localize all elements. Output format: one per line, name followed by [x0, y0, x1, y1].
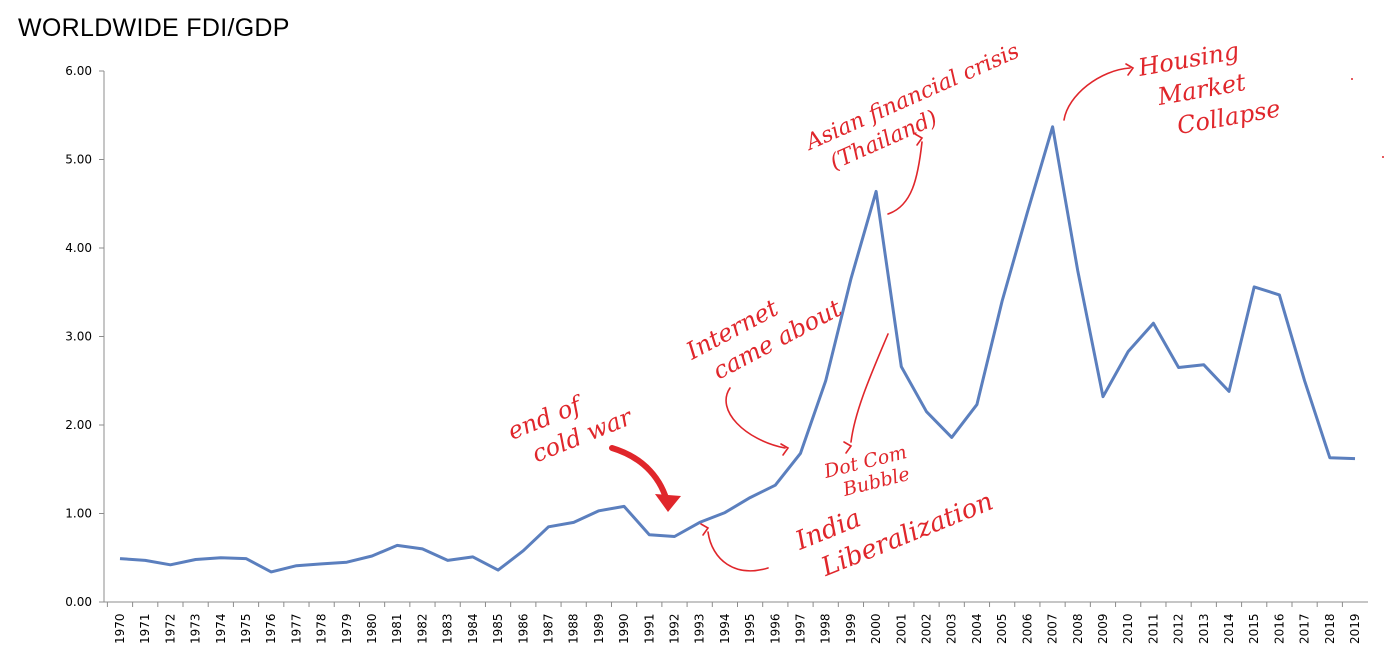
x-tick-label: 1970 [113, 613, 127, 644]
x-tick-label: 1975 [239, 613, 253, 644]
chart-title: WORLDWIDE FDI/GDP [18, 14, 290, 42]
x-tick-label: 2011 [1146, 613, 1160, 644]
y-tick-label: 3.00 [65, 330, 92, 344]
x-tick-label: 1974 [214, 613, 228, 644]
y-tick-label: 5.00 [65, 153, 92, 167]
x-tick-label: 1972 [163, 613, 177, 644]
x-tick-label: 1994 [718, 613, 732, 644]
x-tick-label: 2000 [869, 613, 883, 644]
x-tick-label: 2016 [1272, 613, 1286, 644]
x-tick-label: 1999 [844, 613, 858, 644]
fdi-gdp-line [119, 125, 1356, 574]
housing-arrow [1063, 67, 1131, 121]
y-tick-label: 2.00 [65, 418, 92, 432]
x-tick-label: 2018 [1323, 613, 1337, 644]
x-tick-label: 2017 [1298, 613, 1312, 644]
x-tick-label: 1990 [617, 613, 631, 644]
x-tick-label: 1983 [441, 613, 455, 644]
x-tick-label: 1997 [794, 613, 808, 644]
x-tick-label: 2007 [1046, 613, 1060, 644]
x-tick-label: 2009 [1096, 613, 1110, 644]
x-tick-label: 2012 [1172, 613, 1186, 644]
x-tick-label: 1986 [516, 613, 530, 644]
y-tick-label: 4.00 [65, 241, 92, 255]
asian-arrow-head [914, 133, 924, 146]
x-tick-label: 1989 [592, 613, 606, 644]
x-tick-label: 2015 [1247, 613, 1261, 644]
y-tick-label: 1.00 [65, 507, 92, 521]
x-tick-label: 1998 [819, 613, 833, 644]
x-tick-label: 1985 [491, 613, 505, 644]
dotcom-arrow [850, 333, 889, 443]
x-tick-label: 1977 [289, 613, 303, 644]
y-tick-label: 0.00 [65, 595, 92, 609]
x-tick-label: 1988 [567, 613, 581, 644]
x-tick-label: 1993 [693, 613, 707, 644]
y-axis-ticks: 0.00 1.00 2.00 3.00 4.00 5.00 6.00 [65, 64, 104, 609]
x-tick-label: 2014 [1222, 613, 1236, 644]
x-axis-ticks: 1970 1971 1972 1973 1974 1975 1976 1977 1978 1979… [106, 602, 1362, 644]
x-tick-label: 1995 [743, 613, 757, 644]
x-tick-label: 2008 [1071, 613, 1085, 644]
x-tick-label: 1973 [189, 613, 203, 644]
x-tick-label: 2002 [920, 613, 934, 644]
x-tick-label: 1980 [365, 613, 379, 644]
x-tick-label: 1991 [642, 613, 656, 644]
series-layer [119, 125, 1356, 574]
stray-mark [1382, 156, 1384, 158]
annotation-asian: Asian financial crisis(Thailand) [800, 39, 1023, 176]
x-tick-label: 2013 [1197, 613, 1211, 644]
x-tick-label: 1978 [315, 613, 329, 644]
x-tick-label: 1984 [466, 613, 480, 644]
x-tick-label: 1982 [415, 613, 429, 644]
x-tick-label: 1976 [264, 613, 278, 644]
india-arrow-head [700, 523, 710, 536]
internet-arrow [725, 387, 786, 449]
housing-arrow-head [1125, 63, 1135, 76]
x-tick-label: 1996 [768, 613, 782, 644]
x-tick-label: 2019 [1348, 613, 1362, 644]
x-tick-label: 2001 [894, 613, 908, 644]
stray-mark [1351, 78, 1353, 80]
dotcom-arrow-head [843, 441, 853, 454]
x-tick-label: 1979 [340, 613, 354, 644]
x-tick-label: 2004 [970, 613, 984, 644]
x-tick-label: 1981 [390, 613, 404, 644]
x-tick-label: 2010 [1121, 613, 1135, 644]
x-tick-label: 1987 [541, 613, 555, 644]
x-tick-label: 1992 [667, 613, 681, 644]
y-tick-label: 6.00 [65, 64, 92, 78]
internet-arrow-head [780, 443, 790, 456]
x-tick-label: 1971 [138, 613, 152, 644]
cold-war-arrow-head [655, 494, 681, 512]
india-arrow [707, 531, 769, 572]
x-tick-label: 2005 [995, 613, 1009, 644]
asian-arrow [887, 141, 923, 215]
x-tick-label: 2006 [1020, 613, 1034, 644]
x-tick-label: 2003 [945, 613, 959, 644]
